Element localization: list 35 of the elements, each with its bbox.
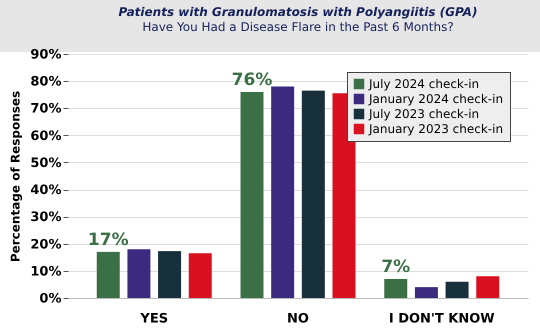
legend-label: July 2024 check-in <box>368 77 480 91</box>
chart-subtitle: Have You Had a Disease Flare in the Past 6 Months? <box>142 20 454 34</box>
bar <box>476 276 500 298</box>
legend-label: January 2024 check-in <box>368 92 504 106</box>
bar <box>158 251 182 298</box>
bar <box>384 279 408 298</box>
y-tick-label: 70% <box>30 102 62 117</box>
y-tick-label: 0% <box>39 292 62 306</box>
legend-label: July 2023 check-in <box>368 107 480 121</box>
x-tick-label: YES <box>139 312 168 326</box>
bar <box>332 93 356 298</box>
bar <box>188 253 212 298</box>
bar <box>127 249 150 298</box>
bar <box>271 86 294 298</box>
y-tick-label: 90% <box>30 48 62 62</box>
bar <box>302 90 325 298</box>
y-tick-label: 80% <box>30 74 62 90</box>
y-tick-label: 10% <box>30 264 62 280</box>
y-tick-label: 60% <box>30 128 62 144</box>
chart-title: Patients with Granulomatosis with Polyangiitis (GPA) <box>118 5 478 19</box>
y-tick-label: 40% <box>30 183 62 198</box>
y-tick-label: 20% <box>30 237 62 252</box>
bar <box>96 252 120 298</box>
data-label: 17% <box>88 230 129 250</box>
bar <box>446 282 469 298</box>
data-label: 76% <box>232 70 272 90</box>
x-tick-label: NO <box>287 312 309 326</box>
y-tick-label: 50% <box>30 156 62 171</box>
y-tick-label: 30% <box>30 210 62 226</box>
y-axis-title: Percentage of Responses <box>8 90 22 262</box>
bar <box>240 92 264 298</box>
legend-label: January 2023 check-in <box>368 122 504 136</box>
data-label: 7% <box>381 257 410 278</box>
bar <box>414 287 438 298</box>
x-tick-label: I DON'T KNOW <box>388 312 495 326</box>
